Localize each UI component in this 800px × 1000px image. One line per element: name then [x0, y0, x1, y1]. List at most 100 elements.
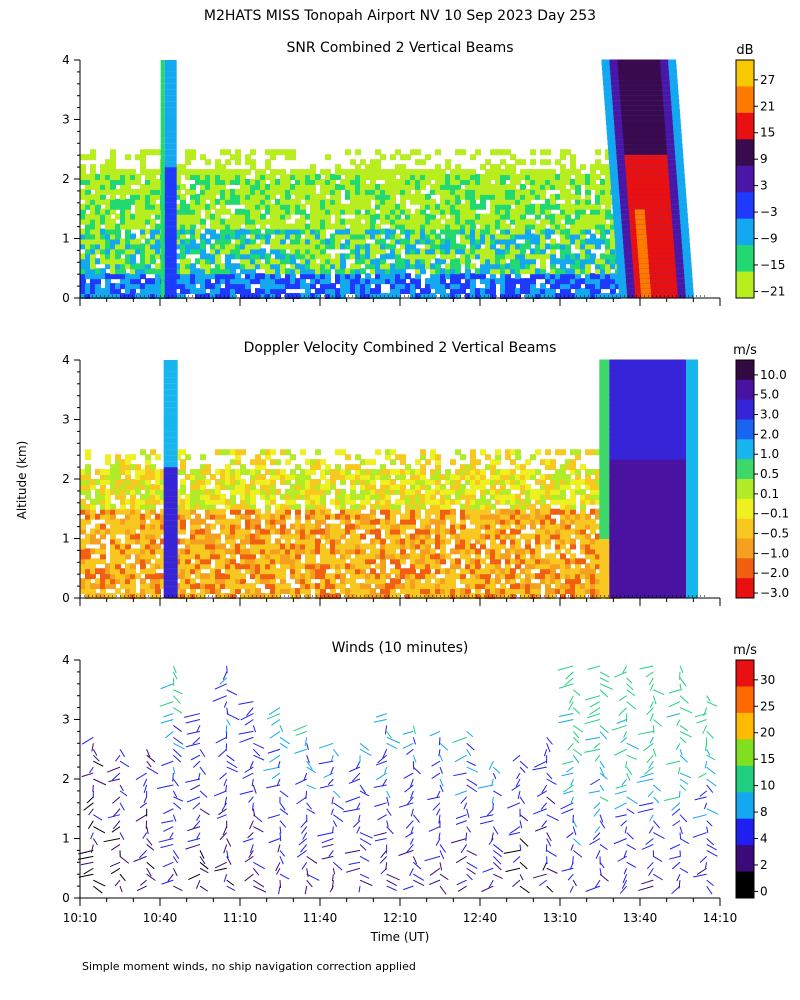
snr-heat-cell — [385, 169, 391, 176]
snr-heat-cell — [300, 223, 306, 230]
snr-heat-cell — [130, 258, 136, 265]
snr-shaft-peak — [638, 262, 649, 269]
snr-heat-cell — [230, 243, 236, 250]
snr-heat-cell — [365, 164, 371, 171]
snr-heat-cell — [510, 248, 516, 255]
velocity-heat-cell — [385, 469, 391, 476]
velocity-heat-cell — [455, 469, 461, 476]
snr-heat-cell — [305, 174, 311, 180]
velocity-heat-cell — [200, 588, 206, 595]
velocity-heat-cell — [390, 543, 396, 550]
velocity-heat-cell — [420, 538, 426, 545]
snr-shaft-core — [628, 198, 671, 205]
snr-heat-cell — [415, 149, 421, 156]
snr-heat-cell — [350, 174, 356, 180]
snr-heat-cell — [85, 213, 91, 220]
velocity-heat-cell — [240, 573, 246, 580]
velocity-heat-cell — [145, 508, 151, 515]
velocity-heat-cell — [225, 498, 231, 505]
snr-heat-cell — [400, 218, 406, 225]
snr-heat-cell — [525, 208, 531, 215]
snr-heat-cell — [225, 218, 231, 225]
snr-heat-cell — [490, 223, 496, 230]
snr-heat-cell — [90, 203, 96, 210]
velocity-heat-cell — [145, 548, 151, 555]
snr-heat-cell — [320, 223, 326, 230]
velocity-heat-cell — [505, 588, 511, 595]
velocity-heat-cell — [425, 523, 431, 530]
snr-heat-cell — [385, 179, 391, 185]
snr-heat-cell — [480, 164, 486, 171]
velocity-heat-cell — [510, 493, 516, 500]
velocity-heat-cell — [330, 513, 336, 520]
velocity-heat-cell — [225, 483, 231, 490]
velocity-heat-cell — [450, 563, 456, 570]
snr-heat-cell — [125, 203, 131, 210]
velocity-heat-cell — [225, 523, 231, 530]
velocity-heat-cell — [175, 513, 181, 520]
velocity-heat-cell — [505, 578, 511, 585]
snr-heat-cell — [130, 179, 136, 185]
snr-colorbar-bin — [736, 271, 754, 299]
snr-heat-cell — [610, 213, 616, 220]
snr-heat-cell — [275, 149, 281, 156]
snr-heat-cell — [255, 188, 261, 195]
snr-heat-cell — [105, 183, 111, 190]
snr-heat-cell — [395, 188, 401, 195]
snr-heat-cell — [250, 183, 256, 190]
snr-heat-cell — [530, 183, 536, 190]
velocity-heat-cell — [545, 583, 551, 590]
velocity-heat-cell — [135, 503, 141, 510]
velocity-heat-cell — [405, 513, 411, 520]
snr-heat-cell — [380, 253, 386, 260]
snr-heat-cell — [185, 223, 191, 230]
snr-heat-cell — [605, 273, 611, 280]
snr-heat-cell — [595, 213, 601, 220]
snr-heat-cell — [515, 208, 521, 215]
velocity-heat-cell — [195, 548, 201, 555]
velocity-heat-cell — [425, 498, 431, 505]
velocity-heat-cell — [95, 479, 101, 485]
velocity-heat-cell — [410, 493, 416, 500]
velocity-heat-cell — [515, 498, 521, 505]
snr-heat-cell — [105, 263, 111, 270]
snr-heat-cell — [475, 238, 481, 245]
snr-heat-cell — [105, 233, 111, 240]
snr-heat-cell — [590, 258, 596, 265]
snr-heat-cell — [110, 183, 116, 190]
velocity-heat-cell — [385, 543, 391, 550]
snr-heat-cell — [100, 208, 106, 215]
velocity-heat-cell — [220, 479, 226, 485]
velocity-heat-cell — [150, 588, 156, 595]
velocity-heat-cell — [510, 459, 516, 466]
snr-streak-edge — [160, 65, 165, 72]
velocity-heat-cell — [235, 583, 241, 590]
snr-heat-cell — [135, 198, 141, 205]
velocity-heat-cell — [105, 459, 111, 466]
velocity-heat-cell — [550, 483, 556, 490]
snr-heat-cell — [610, 228, 616, 235]
snr-heat-cell — [270, 228, 276, 235]
snr-heat-cell — [540, 223, 546, 230]
velocity-heat-cell — [400, 454, 406, 461]
velocity-heat-cell — [540, 573, 546, 580]
velocity-heat-cell — [210, 488, 216, 495]
velocity-heat-cell — [490, 558, 496, 565]
snr-heat-cell — [215, 174, 221, 180]
velocity-heat-cell — [465, 538, 471, 545]
snr-heat-cell — [125, 288, 131, 295]
snr-heat-cell — [135, 273, 141, 280]
velocity-heat-cell — [215, 483, 221, 490]
velocity-heat-cell — [125, 474, 131, 480]
velocity-heat-cell — [530, 508, 536, 515]
velocity-heat-cell — [295, 578, 301, 585]
velocity-heat-cell — [405, 583, 411, 590]
velocity-heat-cell — [385, 513, 391, 520]
velocity-heat-cell — [520, 533, 526, 540]
velocity-heat-cell — [500, 508, 506, 515]
snr-heat-cell — [220, 183, 226, 190]
snr-heat-cell — [105, 188, 111, 195]
snr-heat-cell — [575, 283, 581, 290]
snr-heat-cell — [355, 248, 361, 255]
velocity-heat-cell — [525, 563, 531, 570]
